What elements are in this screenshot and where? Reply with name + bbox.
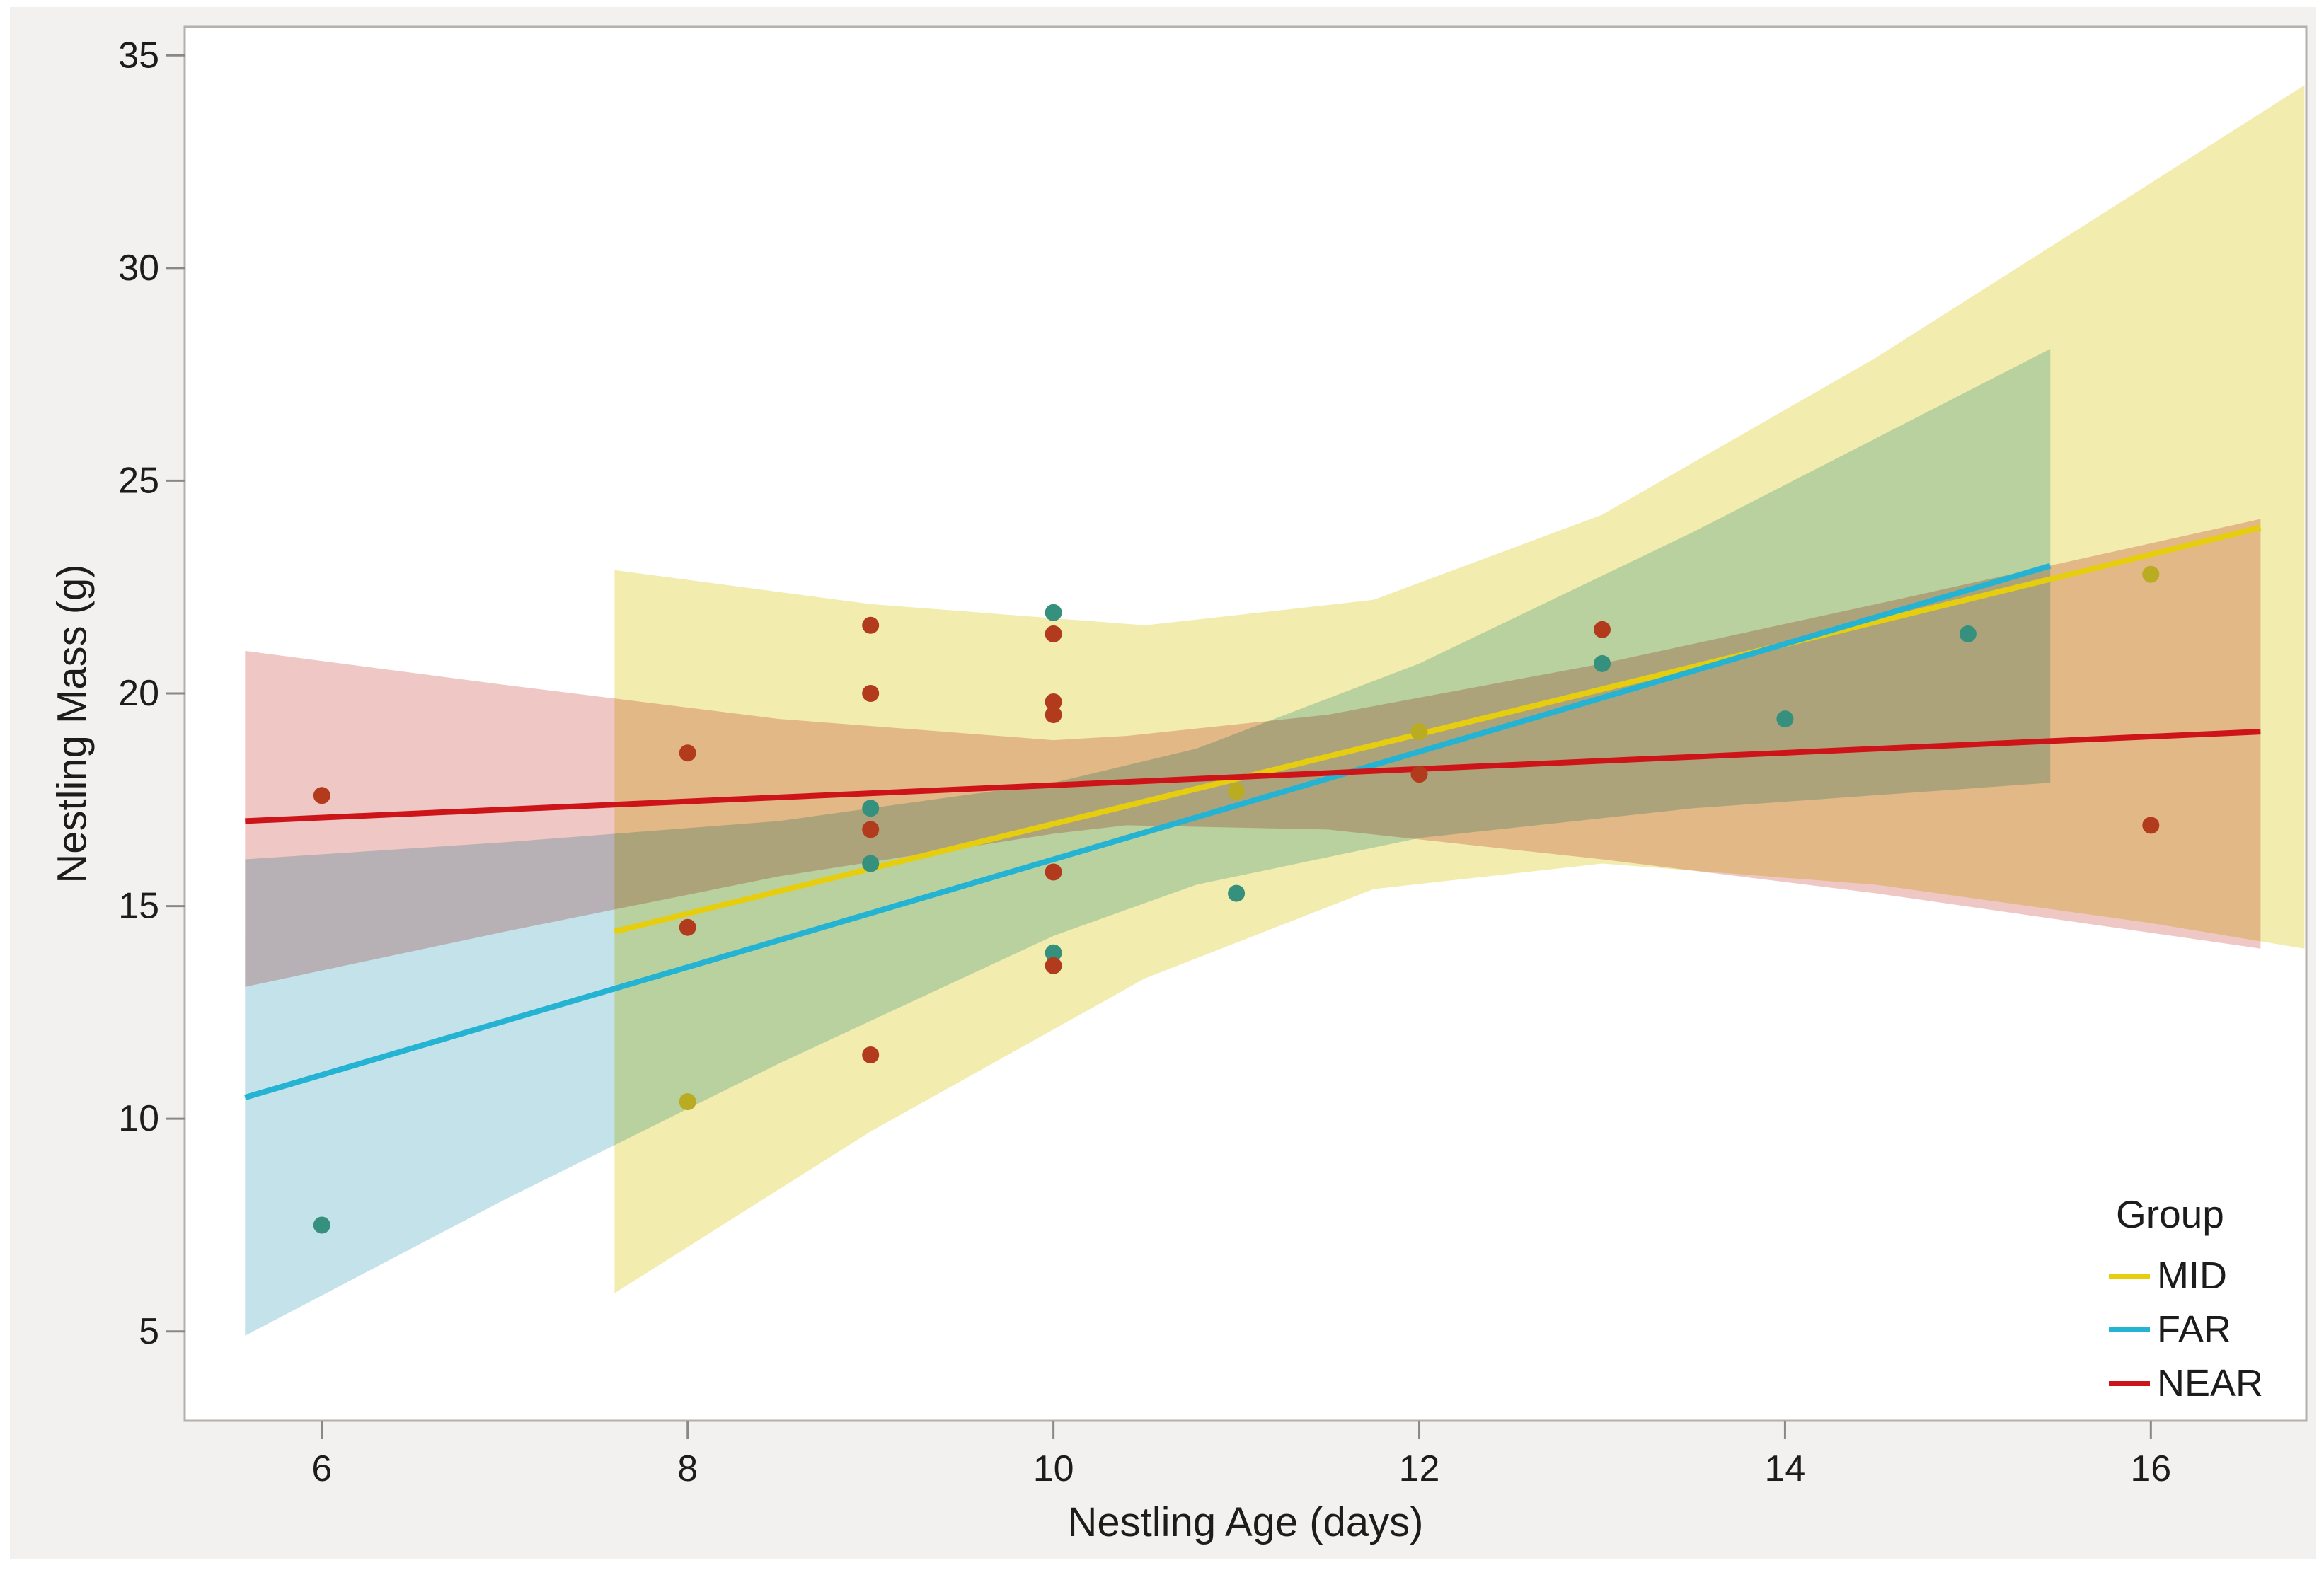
data-point-near[interactable] [679, 744, 696, 761]
data-point-far[interactable] [313, 1217, 330, 1234]
data-point-far[interactable] [862, 800, 879, 817]
legend-item-label: FAR [2157, 1308, 2231, 1351]
legend-item-mid[interactable]: MID [2109, 1254, 2227, 1297]
data-point-near[interactable] [679, 919, 696, 936]
data-point-near[interactable] [862, 617, 879, 634]
data-point-near[interactable] [1045, 625, 1062, 642]
data-point-near[interactable] [1045, 864, 1062, 881]
chart-canvas: 6 8 10 12 14 16 5 10 15 20 25 30 35 Nestling Age (da… [10, 7, 2316, 1559]
data-point-mid[interactable] [1228, 783, 1245, 800]
data-point-mid[interactable] [679, 1093, 696, 1110]
legend-item-label: MID [2157, 1254, 2227, 1298]
data-point-near[interactable] [862, 821, 879, 838]
x-tick-label: 14 [1765, 1448, 1806, 1489]
x-tick-label: 16 [2130, 1448, 2171, 1489]
data-point-far[interactable] [1594, 655, 1611, 672]
data-point-near[interactable] [862, 1046, 879, 1063]
mid-line-swatch [2109, 1274, 2150, 1279]
y-tick-label: 5 [139, 1311, 159, 1352]
y-tick-label: 15 [118, 886, 159, 927]
plot-svg: 6 8 10 12 14 16 5 10 15 20 25 30 35 [10, 7, 2324, 1575]
near-line-swatch [2109, 1381, 2150, 1386]
data-point-near[interactable] [1045, 957, 1062, 974]
legend-item-near[interactable]: NEAR [2109, 1362, 2263, 1404]
legend-item-far[interactable]: FAR [2109, 1308, 2231, 1351]
data-point-far[interactable] [1960, 625, 1977, 642]
x-axis-title: Nestling Age (days) [1068, 1499, 1424, 1546]
x-tick-label: 12 [1399, 1448, 1440, 1489]
y-tick-label: 30 [118, 248, 159, 289]
data-point-near[interactable] [2142, 817, 2159, 833]
y-tick-label: 35 [118, 35, 159, 76]
data-point-near[interactable] [1411, 766, 1428, 783]
legend-title: Group [2116, 1192, 2224, 1237]
y-tick-label: 10 [118, 1098, 159, 1139]
data-point-near[interactable] [862, 685, 879, 702]
x-tick-label: 8 [677, 1448, 698, 1489]
data-point-near[interactable] [1594, 621, 1611, 638]
x-tick-label: 10 [1033, 1448, 1074, 1489]
legend-item-label: NEAR [2157, 1361, 2263, 1405]
far-line-swatch [2109, 1327, 2150, 1332]
data-point-mid[interactable] [1411, 723, 1428, 740]
legend: Group MID FAR NEAR [2099, 1169, 2305, 1419]
y-tick-label: 20 [118, 673, 159, 714]
y-axis-title: Nestling Mass (g) [49, 564, 96, 883]
data-point-near[interactable] [1045, 706, 1062, 723]
data-point-far[interactable] [862, 855, 879, 872]
data-point-near[interactable] [313, 787, 330, 804]
y-tick-label: 25 [118, 460, 159, 501]
data-point-far[interactable] [1228, 885, 1245, 902]
data-point-mid[interactable] [2142, 566, 2159, 583]
data-point-far[interactable] [1045, 604, 1062, 621]
data-point-far[interactable] [1776, 710, 1793, 727]
x-tick-label: 6 [311, 1448, 332, 1489]
